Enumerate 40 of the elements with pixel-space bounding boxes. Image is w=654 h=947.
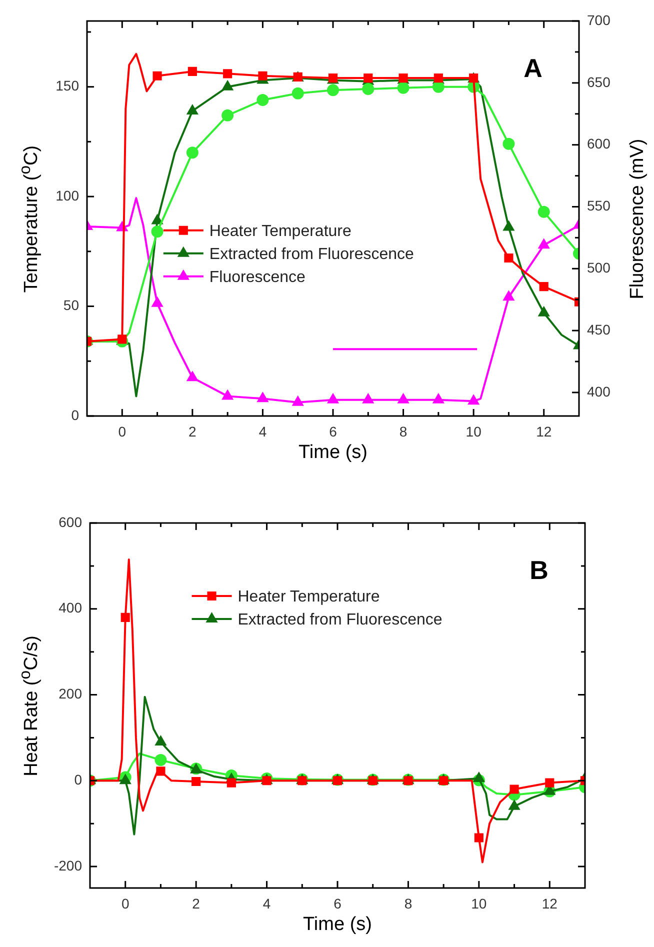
y2-tick-label: 500 [587,260,611,276]
y2-tick-label: 700 [587,12,611,28]
x-tick-label: 6 [334,895,342,912]
y2-tick-label: 550 [587,198,611,214]
y2-tick-label: 400 [587,383,611,400]
y-tick-label: 400 [58,600,82,616]
legend-label: Extracted from Fluorescence [209,246,414,263]
x-tick-label: 10 [471,895,487,912]
y-tick-label: 50 [63,297,80,314]
y-tick-label: 0 [71,406,80,423]
x-axis-title: Time (s) [298,442,368,464]
y-tick-label: 100 [56,187,80,204]
annotation: B [530,555,548,586]
x-tick-label: 8 [399,423,408,440]
y-tick-label: 0 [74,772,82,788]
x-tick-label: 4 [262,895,271,912]
x-tick-label: 2 [192,895,200,912]
x-tick-label: 0 [121,895,130,912]
y-tick-label: -200 [54,857,82,874]
y-tick-label: 150 [56,78,80,94]
y2-tick-label: 650 [587,74,611,90]
y2-axis-title: Fluorescence (mV) [627,138,649,299]
x-tick-label: 12 [536,423,552,440]
legend-label: Fluorescence [209,268,306,286]
x-tick-label: 8 [404,895,412,912]
annotation: A [524,53,543,84]
x-tick-label: 6 [329,423,338,440]
legend-label: Heater Temperature [238,588,380,606]
x-tick-label: 4 [258,423,267,440]
x-axis-title: Time (s) [303,914,372,936]
x-tick-label: 0 [118,423,126,440]
x-tick-label: 10 [466,423,482,440]
legend-label: Heater Temperature [209,222,352,240]
x-tick-label: 2 [188,423,197,440]
y-tick-label: 200 [58,686,82,702]
y2-tick-label: 600 [587,136,611,152]
x-tick-label: 12 [542,895,558,912]
legend-label: Extracted from Fluorescence [238,611,442,628]
y2-tick-label: 450 [587,321,611,338]
y-tick-label: 600 [58,514,82,530]
